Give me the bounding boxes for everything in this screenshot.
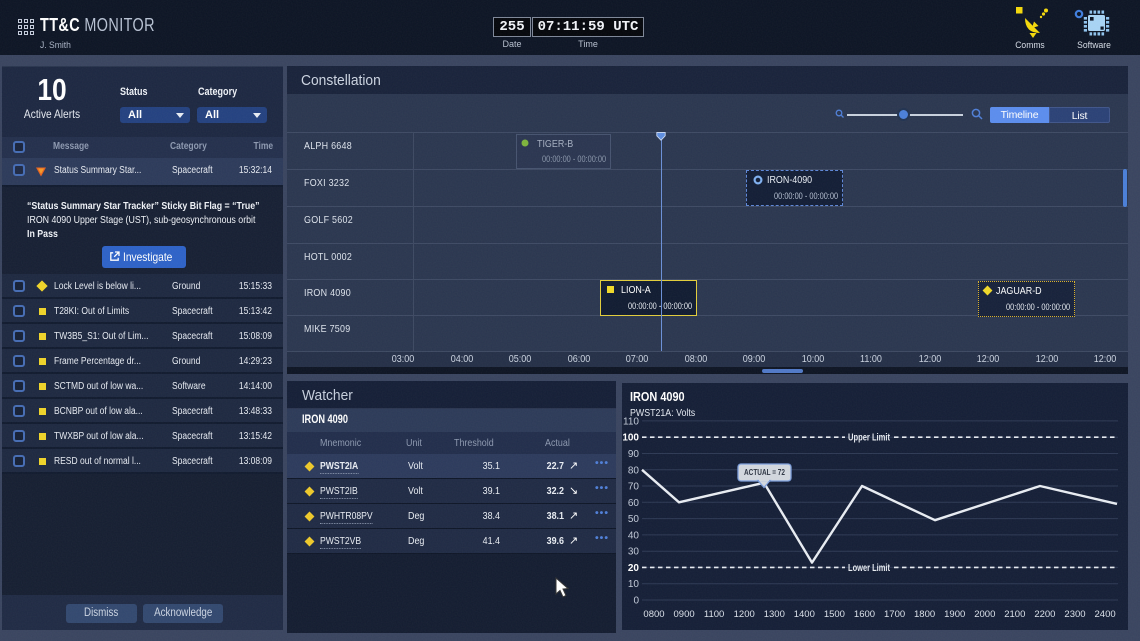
svg-text:100: 100 — [622, 433, 639, 444]
svg-text:1300: 1300 — [764, 609, 785, 620]
svg-text:2200: 2200 — [1034, 609, 1055, 620]
svg-text:Upper Limit: Upper Limit — [848, 433, 891, 444]
svg-text:2400: 2400 — [1095, 609, 1116, 620]
svg-text:2000: 2000 — [974, 609, 995, 620]
svg-text:70: 70 — [628, 482, 640, 493]
svg-text:80: 80 — [628, 465, 640, 476]
svg-text:0800: 0800 — [643, 609, 664, 620]
svg-text:Lower Limit: Lower Limit — [848, 563, 890, 574]
svg-text:1700: 1700 — [884, 609, 905, 620]
svg-text:60: 60 — [628, 498, 640, 509]
svg-text:1100: 1100 — [704, 609, 724, 620]
svg-text:1900: 1900 — [944, 609, 965, 620]
svg-text:20: 20 — [628, 563, 640, 574]
svg-text:2100: 2100 — [1004, 609, 1025, 620]
svg-text:90: 90 — [628, 449, 640, 460]
svg-text:1600: 1600 — [854, 609, 875, 620]
svg-text:0900: 0900 — [674, 609, 695, 620]
svg-text:110: 110 — [623, 416, 639, 427]
svg-text:50: 50 — [628, 514, 640, 525]
svg-text:1200: 1200 — [734, 609, 755, 620]
svg-text:ACTUAL = 72: ACTUAL = 72 — [744, 467, 785, 477]
svg-text:1400: 1400 — [794, 609, 815, 620]
svg-text:40: 40 — [628, 530, 640, 541]
svg-text:30: 30 — [628, 547, 640, 558]
svg-text:10: 10 — [628, 579, 640, 590]
svg-text:1500: 1500 — [824, 609, 845, 620]
svg-text:1800: 1800 — [914, 609, 935, 620]
svg-text:0: 0 — [633, 596, 639, 607]
svg-text:2300: 2300 — [1064, 609, 1085, 620]
